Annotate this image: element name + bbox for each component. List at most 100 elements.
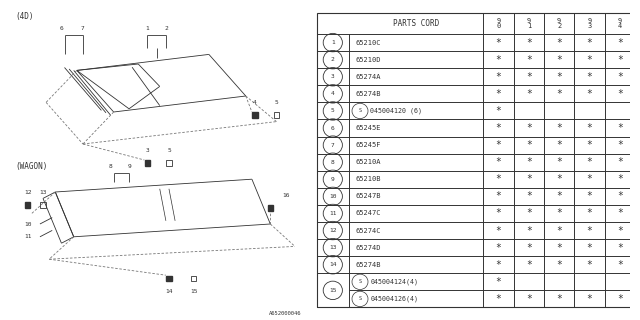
Text: *: * xyxy=(526,140,532,150)
Text: A652000046: A652000046 xyxy=(269,311,301,316)
Text: *: * xyxy=(526,191,532,201)
Text: 16: 16 xyxy=(282,193,289,198)
Text: 4: 4 xyxy=(253,100,257,105)
Text: *: * xyxy=(587,191,593,201)
Text: *: * xyxy=(556,123,562,133)
Text: S: S xyxy=(358,296,362,301)
Text: 9
0: 9 0 xyxy=(496,18,500,29)
Text: 1: 1 xyxy=(145,26,149,31)
Text: 65210D: 65210D xyxy=(355,57,381,63)
Text: *: * xyxy=(495,55,501,65)
Bar xyxy=(268,205,273,211)
Text: *: * xyxy=(617,72,623,82)
Text: 15: 15 xyxy=(190,289,197,294)
Text: *: * xyxy=(556,294,562,304)
Text: *: * xyxy=(495,277,501,287)
Text: 9
4: 9 4 xyxy=(618,18,622,29)
Text: *: * xyxy=(495,72,501,82)
Text: 65274D: 65274D xyxy=(355,245,381,251)
Bar xyxy=(25,202,31,208)
Text: *: * xyxy=(617,294,623,304)
Text: *: * xyxy=(556,140,562,150)
Text: *: * xyxy=(495,174,501,184)
Text: *: * xyxy=(556,174,562,184)
Text: *: * xyxy=(556,72,562,82)
Text: 65245E: 65245E xyxy=(355,125,381,131)
Text: 2: 2 xyxy=(331,57,335,62)
Text: *: * xyxy=(587,37,593,48)
Text: *: * xyxy=(617,226,623,236)
Text: 9: 9 xyxy=(331,177,335,182)
Text: *: * xyxy=(495,191,501,201)
Text: 2: 2 xyxy=(164,26,168,31)
Text: *: * xyxy=(587,140,593,150)
Text: 11: 11 xyxy=(24,234,32,239)
Text: 65210B: 65210B xyxy=(355,176,381,182)
Text: *: * xyxy=(526,123,532,133)
Text: *: * xyxy=(526,294,532,304)
Text: *: * xyxy=(617,174,623,184)
Text: *: * xyxy=(556,191,562,201)
Text: 14: 14 xyxy=(165,289,173,294)
Text: *: * xyxy=(556,89,562,99)
Text: 9
2: 9 2 xyxy=(557,18,561,29)
Text: *: * xyxy=(495,294,501,304)
Text: 3: 3 xyxy=(145,148,149,153)
Text: 10: 10 xyxy=(24,221,32,227)
Text: *: * xyxy=(556,55,562,65)
Text: 10: 10 xyxy=(329,194,337,199)
Text: *: * xyxy=(495,260,501,270)
Text: 13: 13 xyxy=(39,189,47,195)
Bar xyxy=(40,202,46,208)
Text: 65274B: 65274B xyxy=(355,262,381,268)
Text: 6: 6 xyxy=(331,125,335,131)
Text: 6: 6 xyxy=(60,26,63,31)
Text: *: * xyxy=(617,140,623,150)
Text: 045004124(4): 045004124(4) xyxy=(370,279,419,285)
Text: *: * xyxy=(587,294,593,304)
Text: 14: 14 xyxy=(329,262,337,267)
Text: *: * xyxy=(617,208,623,219)
Text: 8: 8 xyxy=(331,160,335,165)
Text: *: * xyxy=(495,157,501,167)
Text: *: * xyxy=(495,140,501,150)
Text: *: * xyxy=(495,37,501,48)
Bar xyxy=(166,160,172,166)
Text: *: * xyxy=(587,157,593,167)
Text: (WAGON): (WAGON) xyxy=(15,162,48,171)
Text: *: * xyxy=(587,72,593,82)
Text: *: * xyxy=(495,89,501,99)
Text: *: * xyxy=(587,243,593,253)
Text: *: * xyxy=(617,260,623,270)
Text: *: * xyxy=(526,260,532,270)
Text: *: * xyxy=(587,55,593,65)
Text: 7: 7 xyxy=(81,26,85,31)
Text: *: * xyxy=(495,208,501,219)
Text: *: * xyxy=(587,123,593,133)
Text: *: * xyxy=(495,123,501,133)
Bar xyxy=(191,276,196,281)
Text: *: * xyxy=(495,243,501,253)
Text: 1: 1 xyxy=(331,40,335,45)
Text: *: * xyxy=(556,243,562,253)
Text: *: * xyxy=(526,55,532,65)
Text: 65247C: 65247C xyxy=(355,211,381,216)
Text: *: * xyxy=(556,208,562,219)
Text: *: * xyxy=(556,226,562,236)
Text: *: * xyxy=(587,226,593,236)
Text: *: * xyxy=(617,55,623,65)
Text: 65274C: 65274C xyxy=(355,228,381,234)
Text: 13: 13 xyxy=(329,245,337,250)
Text: 65210C: 65210C xyxy=(355,40,381,45)
Text: *: * xyxy=(526,89,532,99)
Text: 9
1: 9 1 xyxy=(527,18,531,29)
Text: 12: 12 xyxy=(329,228,337,233)
Text: *: * xyxy=(526,37,532,48)
Text: *: * xyxy=(617,243,623,253)
Text: *: * xyxy=(526,208,532,219)
Text: *: * xyxy=(587,208,593,219)
Text: 65274A: 65274A xyxy=(355,74,381,80)
Text: (4D): (4D) xyxy=(15,12,34,20)
Text: *: * xyxy=(617,123,623,133)
Text: 12: 12 xyxy=(24,189,31,195)
